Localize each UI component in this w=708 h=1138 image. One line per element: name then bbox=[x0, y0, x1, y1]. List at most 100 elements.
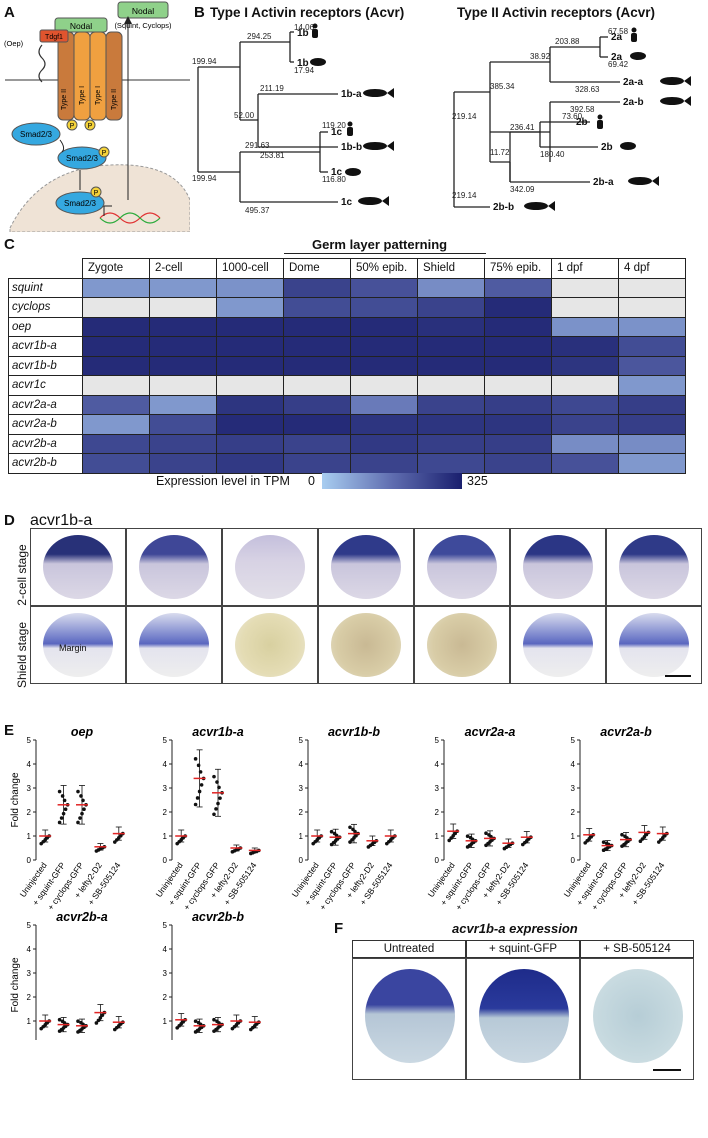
heatmap-cell bbox=[283, 394, 351, 415]
heatmap-cell bbox=[417, 375, 485, 396]
embryo bbox=[331, 613, 401, 677]
heatmap-cell bbox=[82, 414, 150, 435]
fish-icon bbox=[660, 76, 691, 86]
panel-f-col-header: Untreated bbox=[352, 940, 466, 958]
tree2-label-236: 236.41 bbox=[510, 123, 535, 132]
insitu-2cell-image bbox=[606, 528, 702, 606]
heatmap-row: acvr1b-b bbox=[8, 355, 686, 376]
tree2-label-67: 67.58 bbox=[608, 27, 629, 36]
embryo bbox=[331, 535, 401, 599]
embryo bbox=[235, 535, 305, 599]
tree1-label-119: 119.20 bbox=[322, 121, 346, 130]
heatmap-col-header: 75% epib. bbox=[484, 258, 552, 279]
y-tick-label: 4 bbox=[163, 945, 168, 954]
data-point bbox=[620, 832, 624, 837]
tree2-label-342: 342.09 bbox=[510, 185, 535, 194]
heatmap-cell bbox=[216, 355, 284, 376]
heatmap-cell bbox=[149, 414, 217, 435]
heatmap-cell bbox=[350, 433, 418, 454]
heatmap-row-label: acvr2b-b bbox=[8, 453, 83, 474]
tree1-label-116: 116.80 bbox=[322, 175, 346, 184]
smad-phospho: Smad2/3 bbox=[66, 154, 99, 163]
heatmap-row-label: acvr1b-a bbox=[8, 336, 83, 357]
y-tick-label: 5 bbox=[299, 736, 304, 745]
heatmap-cell bbox=[484, 375, 552, 396]
tree2-label-38: 38.92 bbox=[530, 52, 551, 61]
heatmap-cell bbox=[149, 375, 217, 396]
row-label-shield: Shield stage bbox=[15, 621, 29, 689]
embryo bbox=[43, 613, 113, 677]
heatmap-cell bbox=[82, 433, 150, 454]
data-point bbox=[484, 831, 488, 836]
tree1-leaf-1c-mouse: 1c bbox=[331, 167, 343, 178]
fish-icon bbox=[524, 201, 555, 211]
data-point bbox=[76, 789, 80, 794]
nodal-receptor-label: Nodal bbox=[70, 21, 92, 31]
embryo bbox=[619, 613, 689, 677]
data-point bbox=[465, 834, 470, 838]
heatmap-cell bbox=[149, 433, 217, 454]
heatmap-cell bbox=[283, 414, 351, 435]
insitu-col-header: acvr1b-a bbox=[30, 512, 93, 529]
heatmap-cell bbox=[149, 297, 217, 318]
phospho-2: P bbox=[88, 123, 93, 130]
heatmap-cell bbox=[283, 277, 351, 298]
y-axis-label: Fold change bbox=[10, 957, 21, 1012]
heatmap-row-label: squint bbox=[8, 277, 83, 298]
panel-letter-c: C bbox=[4, 236, 15, 253]
data-point bbox=[214, 807, 218, 811]
insitu-shield-image bbox=[414, 606, 510, 684]
heatmap-cell bbox=[82, 297, 150, 318]
heatmap-cell bbox=[551, 355, 619, 376]
data-point bbox=[199, 783, 204, 787]
panel-f-image bbox=[352, 958, 466, 1080]
embryo bbox=[139, 535, 209, 599]
type-ii-phylogeny: 203.88 67.58 38.92 69.42 385.34 328.63 2… bbox=[452, 27, 691, 213]
heatmap-cell bbox=[216, 414, 284, 435]
data-point bbox=[63, 807, 68, 812]
y-tick-label: 5 bbox=[27, 736, 32, 745]
y-tick-label: 5 bbox=[163, 736, 168, 745]
y-tick-label: 1 bbox=[163, 1017, 168, 1026]
heatmap-cell bbox=[149, 336, 217, 357]
plot-title: acvr2a-b bbox=[600, 725, 652, 739]
heatmap-cell bbox=[484, 277, 552, 298]
data-point bbox=[212, 812, 216, 817]
heatmap-legend-max: 325 bbox=[467, 474, 488, 488]
phospho-4: P bbox=[94, 190, 99, 197]
data-point bbox=[601, 840, 606, 844]
tree2-label-385: 385.34 bbox=[490, 82, 515, 91]
y-tick-label: 3 bbox=[163, 784, 168, 793]
y-tick-label: 4 bbox=[435, 760, 440, 769]
phospho-3: P bbox=[102, 150, 107, 157]
heatmap-cell bbox=[417, 433, 485, 454]
panel-letter-d: D bbox=[4, 512, 15, 529]
embryo bbox=[365, 969, 455, 1063]
phospho-1: P bbox=[70, 123, 75, 130]
heatmap-legend-min: 0 bbox=[308, 474, 315, 488]
heatmap-row: oep bbox=[8, 316, 686, 337]
tree2-leaf-2b-b: 2b-b bbox=[493, 202, 514, 213]
panel-a-diagram: Nodal (Squint, Cyclops) Nodal Tdgf1 (Oep… bbox=[4, 1, 190, 232]
heatmap-row: cyclops bbox=[8, 297, 686, 318]
panel-f-title: acvr1b-a expression bbox=[452, 921, 578, 936]
heatmap-cell bbox=[350, 277, 418, 298]
tree1-leaf-1b-mouse: 1b bbox=[297, 58, 309, 69]
type-i-phylogeny: 294.25 14.06 17.94 199.94 211.19 52.00 2… bbox=[192, 23, 394, 214]
y-tick-label: 0 bbox=[163, 856, 168, 865]
insitu-2cell-image bbox=[414, 528, 510, 606]
heatmap-cell bbox=[551, 453, 619, 474]
y-tick-label: 1 bbox=[299, 832, 304, 841]
insitu-shield-image bbox=[318, 606, 414, 684]
y-tick-label: 3 bbox=[435, 784, 440, 793]
tree1-label-14: 14.06 bbox=[294, 23, 315, 32]
mouse-icon bbox=[620, 142, 636, 150]
heatmap-cell bbox=[216, 336, 284, 357]
scale-bar bbox=[665, 675, 691, 677]
tree2-label-219b: 219.14 bbox=[452, 191, 477, 200]
y-tick-label: 4 bbox=[299, 760, 304, 769]
embryo bbox=[43, 535, 113, 599]
heatmap-cell bbox=[216, 316, 284, 337]
data-point bbox=[212, 774, 216, 779]
